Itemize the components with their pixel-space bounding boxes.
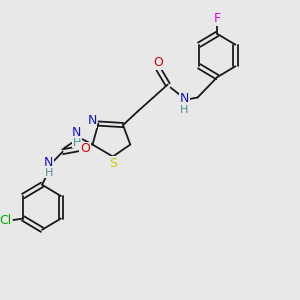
Text: N: N (44, 156, 53, 169)
Text: O: O (80, 142, 90, 155)
Text: F: F (214, 12, 221, 25)
Text: S: S (109, 157, 117, 170)
Text: H: H (44, 168, 53, 178)
Text: N: N (87, 114, 97, 127)
Text: N: N (180, 92, 189, 106)
Text: H: H (180, 105, 189, 116)
Text: O: O (154, 56, 164, 69)
Text: N: N (72, 126, 81, 139)
Text: H: H (72, 138, 81, 148)
Text: Cl: Cl (0, 214, 11, 226)
